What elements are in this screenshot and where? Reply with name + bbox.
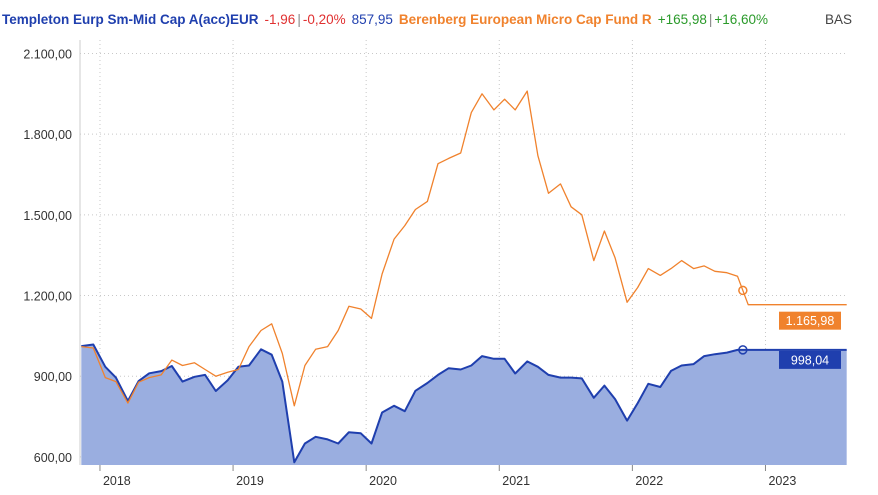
series1-marker — [738, 345, 748, 355]
series1-end-label: 998,04 — [791, 353, 829, 367]
legend-series2-name: Berenberg European Micro Cap Fund R — [398, 12, 652, 27]
label-layer: 1.165,98 998,04 — [779, 311, 841, 369]
legend-series1-change-abs: -1,96 — [264, 12, 296, 27]
x-tick-label: 2018 — [103, 474, 131, 488]
y-tick-label: 900,00 — [34, 370, 72, 384]
x-tick-label: 2023 — [768, 474, 796, 488]
x-tick-label: 2021 — [502, 474, 530, 488]
axis-layer: 600,00 900,00 1.200,00 1.500,00 1.800,00 2.10… — [23, 40, 796, 488]
y-tick-label: 1.500,00 — [23, 209, 72, 223]
y-tick-label: 1.200,00 — [23, 290, 72, 304]
series2-line — [81, 90, 847, 407]
legend-series2-change-pct: +16,60% — [714, 12, 769, 27]
series1-line — [81, 343, 847, 464]
y-tick-label: 600,00 — [34, 451, 72, 465]
series2-end-label-box — [779, 311, 841, 330]
legend-series1-name: Templeton Eurp Sm-Mid Cap A(acc)EUR — [2, 12, 259, 27]
series2-end-label: 1.165,98 — [786, 314, 835, 328]
legend-separator: | — [297, 12, 301, 27]
series-layer — [81, 90, 847, 465]
bas-label: BAS — [824, 12, 852, 27]
x-tick-label: 2019 — [236, 474, 264, 488]
x-tick-label: 2020 — [369, 474, 397, 488]
series2-marker — [738, 285, 748, 296]
legend-separator: | — [708, 12, 713, 27]
y-tick-label: 1.800,00 — [23, 128, 72, 142]
series1-area — [81, 344, 847, 465]
chart-legend: Templeton Eurp Sm-Mid Cap A(acc)EUR -1,96… — [2, 10, 768, 30]
legend-series1-change-pct: -0,20% — [302, 12, 346, 27]
y-tick-label: 2.100,00 — [23, 47, 72, 61]
series1-end-label-box — [779, 350, 841, 369]
legend-series1-value: 857,95 — [351, 12, 393, 27]
legend-series2-change-abs: +165,98 — [657, 12, 707, 27]
x-tick-label: 2022 — [635, 474, 663, 488]
